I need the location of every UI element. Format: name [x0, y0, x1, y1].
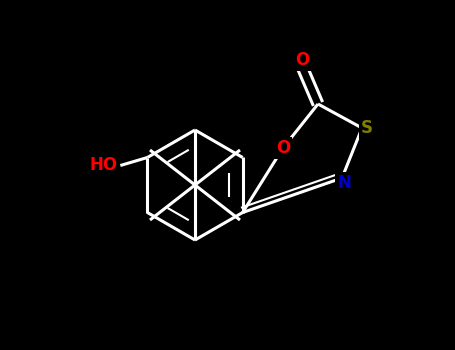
Text: O: O — [276, 139, 290, 157]
Text: O: O — [295, 51, 309, 69]
Text: HO: HO — [89, 156, 117, 175]
Text: N: N — [337, 174, 351, 192]
Text: S: S — [361, 119, 373, 137]
